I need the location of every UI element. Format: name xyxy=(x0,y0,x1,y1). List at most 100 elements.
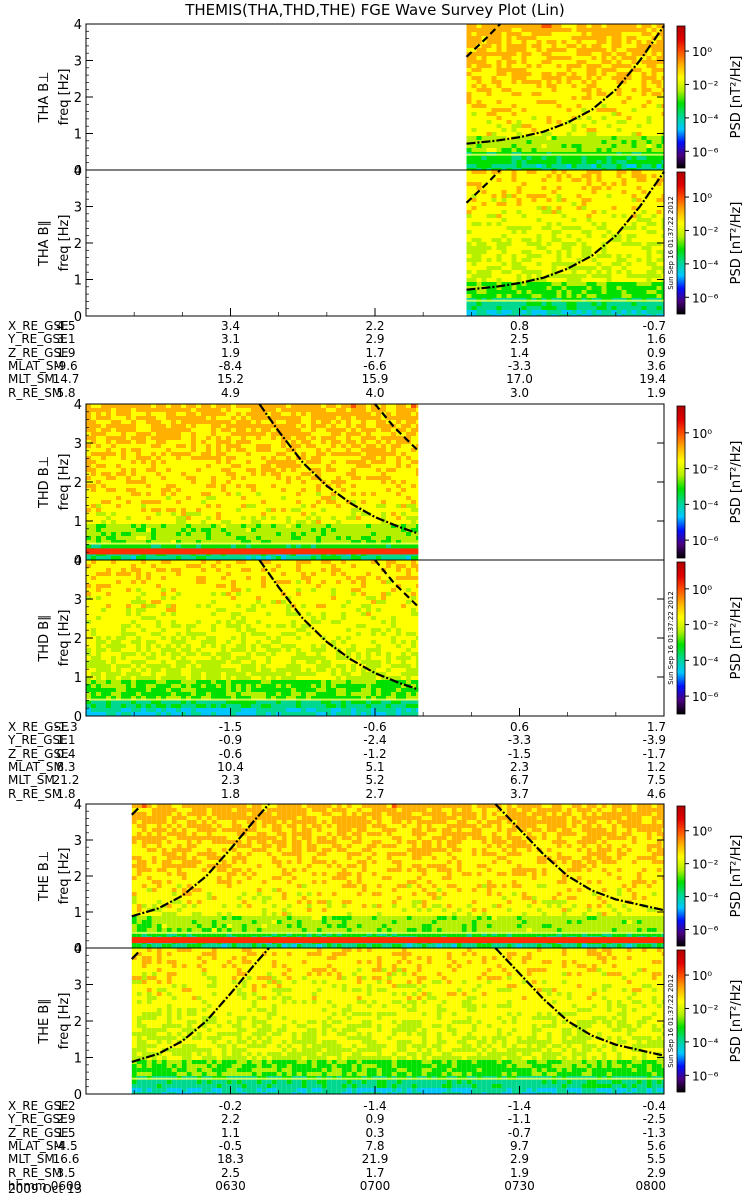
heatmap-cell xyxy=(306,464,311,468)
heatmap-cell xyxy=(581,170,587,174)
heatmap-cell xyxy=(141,496,146,500)
heatmap-cell xyxy=(191,508,196,512)
heatmap-cell xyxy=(301,416,306,420)
heatmap-cell xyxy=(151,496,156,500)
heatmap-cell xyxy=(536,238,542,242)
heatmap-cell xyxy=(656,48,662,52)
heatmap-cell xyxy=(521,242,527,246)
heatmap-cell xyxy=(181,412,186,416)
heatmap-cell xyxy=(556,168,562,170)
heatmap-cell xyxy=(626,302,632,306)
heatmap-cell xyxy=(546,132,552,136)
heatmap-cell xyxy=(651,198,657,202)
heatmap-cell xyxy=(86,468,91,472)
heatmap-cell xyxy=(236,480,241,484)
heatmap-cell xyxy=(276,520,281,524)
heatmap-cell xyxy=(476,270,482,274)
heatmap-cell xyxy=(561,120,567,124)
heatmap-cell xyxy=(646,100,652,104)
heatmap-cell xyxy=(501,282,507,286)
heatmap-cell xyxy=(541,178,547,182)
heatmap-cell xyxy=(166,412,171,416)
heatmap-cell xyxy=(106,432,111,436)
heatmap-cell xyxy=(196,472,201,476)
heatmap-cell xyxy=(146,536,151,540)
heatmap-cell xyxy=(196,432,201,436)
heatmap-cell xyxy=(241,516,246,520)
heatmap-cell xyxy=(511,80,517,84)
heatmap-cell xyxy=(296,520,301,524)
heatmap-cell xyxy=(631,174,637,178)
heatmap-cell xyxy=(571,294,577,298)
heatmap-cell xyxy=(331,544,336,548)
heatmap-cell xyxy=(301,436,306,440)
heatmap-cell xyxy=(171,528,176,532)
heatmap-cell xyxy=(531,108,537,112)
heatmap-cell xyxy=(656,274,662,278)
heatmap-cell xyxy=(631,270,637,274)
heatmap-cell xyxy=(571,178,577,182)
heatmap-cell xyxy=(546,170,552,174)
heatmap-cell xyxy=(531,140,537,144)
heatmap-cell xyxy=(516,148,522,152)
heatmap-cell xyxy=(646,132,652,136)
heatmap-cell xyxy=(156,520,161,524)
heatmap-cell xyxy=(621,164,627,168)
heatmap-cell xyxy=(306,528,311,532)
heatmap-cell xyxy=(186,468,191,472)
heatmap-cell xyxy=(471,100,477,104)
heatmap-cell xyxy=(311,444,316,448)
heatmap-cell xyxy=(246,452,251,456)
heatmap-cell xyxy=(566,170,572,174)
heatmap-cell xyxy=(656,238,662,242)
heatmap-cell xyxy=(581,186,587,190)
heatmap-cell xyxy=(631,190,637,194)
heatmap-cell xyxy=(526,100,532,104)
heatmap-cell xyxy=(551,250,557,254)
heatmap-cell xyxy=(506,278,512,282)
heatmap-cell xyxy=(636,52,642,56)
heatmap-cell xyxy=(576,144,582,148)
heatmap-cell xyxy=(496,218,502,222)
heatmap-cell xyxy=(546,278,552,282)
heatmap-cell xyxy=(591,210,597,214)
heatmap-cell xyxy=(511,88,517,92)
heatmap-cell xyxy=(581,24,587,28)
heatmap-cell xyxy=(571,290,577,294)
heatmap-cell xyxy=(621,210,627,214)
heatmap-cell xyxy=(301,512,306,516)
heatmap-cell xyxy=(511,128,517,132)
heatmap-cell xyxy=(566,198,572,202)
heatmap-cell xyxy=(196,456,201,460)
heatmap-cell xyxy=(256,464,261,468)
heatmap-cell xyxy=(596,282,602,286)
heatmap-cell xyxy=(596,186,602,190)
heatmap-cell xyxy=(331,420,336,424)
heatmap-cell xyxy=(626,128,632,132)
heatmap-cell xyxy=(541,262,547,266)
heatmap-cell xyxy=(551,100,557,104)
heatmap-cell xyxy=(316,512,321,516)
heatmap-cell xyxy=(626,210,632,214)
heatmap-cell xyxy=(566,28,572,32)
heatmap-cell xyxy=(496,186,502,190)
heatmap-cell xyxy=(481,258,487,262)
heatmap-cell xyxy=(106,524,111,528)
heatmap-cell xyxy=(201,456,206,460)
heatmap-cell xyxy=(631,234,637,238)
heatmap-cell xyxy=(321,444,326,448)
heatmap-cell xyxy=(626,182,632,186)
heatmap-cell xyxy=(586,136,592,140)
heatmap-cell xyxy=(251,424,256,428)
heatmap-cell xyxy=(586,156,592,160)
heatmap-cell xyxy=(526,242,532,246)
heatmap-cell xyxy=(626,214,632,218)
heatmap-cell xyxy=(526,266,532,270)
heatmap-cell xyxy=(536,128,542,132)
heatmap-cell xyxy=(181,536,186,540)
heatmap-cell xyxy=(551,254,557,258)
heatmap-cell xyxy=(501,68,507,72)
heatmap-cell xyxy=(496,234,502,238)
heatmap-cell xyxy=(281,460,286,464)
heatmap-cell xyxy=(471,36,477,40)
